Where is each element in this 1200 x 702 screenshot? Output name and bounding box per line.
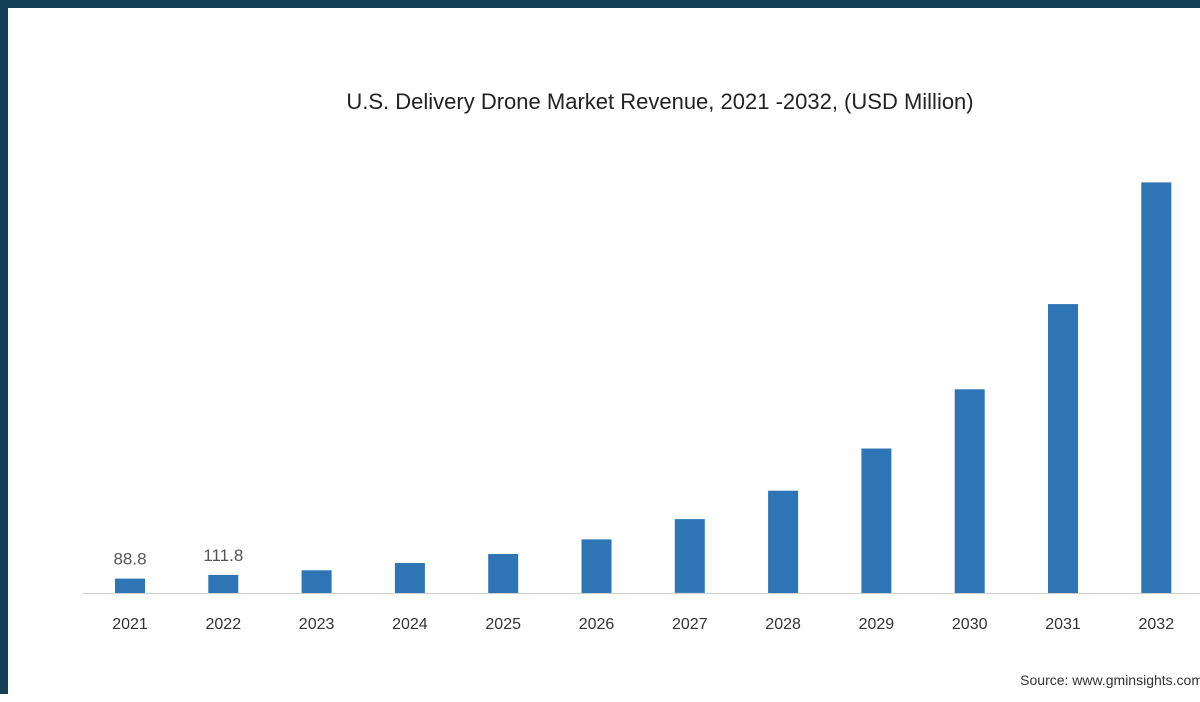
bar-2023 <box>301 570 332 593</box>
x-tick-2021: 2021 <box>112 616 148 633</box>
x-tick-2025: 2025 <box>485 616 521 633</box>
bar-2021 <box>115 578 145 593</box>
x-tick-2026: 2026 <box>579 616 615 633</box>
source-note: Source: www.gminsights.com <box>1020 672 1200 688</box>
bar-2027 <box>674 519 705 593</box>
x-tick-2023: 2023 <box>299 616 335 633</box>
data-labels: 88.8 111.8 <box>113 546 243 569</box>
bar-2029 <box>861 448 892 593</box>
x-tick-2032: 2032 <box>1139 616 1175 633</box>
bar-2031 <box>1048 304 1078 593</box>
bar-2022 <box>208 574 239 593</box>
bar-2025 <box>488 554 519 593</box>
x-tick-2029: 2029 <box>859 616 895 633</box>
bars-group <box>115 182 1172 593</box>
x-tick-2028: 2028 <box>765 616 801 633</box>
bar-2032 <box>1141 182 1172 593</box>
x-tick-2024: 2024 <box>392 616 428 633</box>
x-tick-2031: 2031 <box>1045 616 1081 633</box>
x-tick-2027: 2027 <box>672 616 708 633</box>
bar-2030 <box>954 389 985 593</box>
data-label-2022: 111.8 <box>203 546 243 565</box>
bar-2028 <box>768 490 799 593</box>
bar-chart: U.S. Delivery Drone Market Revenue, 2021… <box>83 89 1200 688</box>
x-tick-2022: 2022 <box>206 616 242 633</box>
x-tick-labels: 2021 2022 2023 2024 2025 2026 2027 2028 2029 2030… <box>112 616 1174 633</box>
chart-title: U.S. Delivery Drone Market Revenue, 2021… <box>346 89 973 114</box>
bar-2026 <box>581 539 612 593</box>
x-tick-2030: 2030 <box>952 616 988 633</box>
bar-2024 <box>394 563 425 593</box>
data-label-2021: 88.8 <box>113 550 146 569</box>
